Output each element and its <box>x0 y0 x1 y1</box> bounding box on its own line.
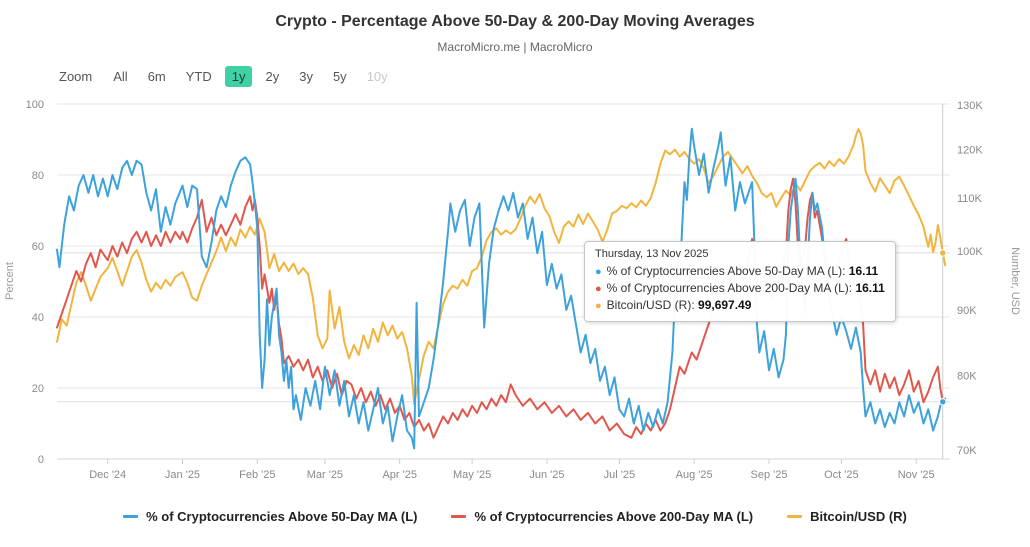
tooltip-series-value: 16.11 <box>848 264 879 278</box>
tooltip-series-value: 16.11 <box>855 281 885 296</box>
hover-point-marker <box>939 249 947 257</box>
tooltip-row: ● Bitcoin/USD (R): 99,697.49 <box>595 297 885 314</box>
legend-label: % of Cryptocurrencies Above 200-Day MA (… <box>474 509 754 524</box>
zoom-range-all[interactable]: All <box>113 69 128 84</box>
series-bullet-icon: ● <box>595 300 602 313</box>
legend-item[interactable]: Bitcoin/USD (R) <box>787 509 907 524</box>
tooltip-date: Thursday, 13 Nov 2025 <box>595 248 709 260</box>
x-tick-label: Mar '25 <box>307 469 343 481</box>
x-tick-label: Jan '25 <box>165 469 200 481</box>
legend-label: % of Cryptocurrencies Above 50-Day MA (L… <box>146 509 418 524</box>
y-right-tick-label: 130K <box>957 100 983 112</box>
legend-dash-icon <box>787 515 803 518</box>
x-tick-label: Sep '25 <box>751 469 788 481</box>
hover-point-marker <box>939 398 947 406</box>
legend-item[interactable]: % of Cryptocurrencies Above 200-Day MA (… <box>451 509 753 524</box>
tooltip-rows: ● % of Cryptocurrencies Above 50-Day MA (… <box>595 263 885 315</box>
zoom-range-5y[interactable]: 5y <box>332 69 347 84</box>
y-right-tick-label: 100K <box>957 246 983 258</box>
y-left-tick-label: 80 <box>32 170 44 182</box>
y-right-tick-label: 80K <box>957 371 977 383</box>
zoom-range-10y: 10y <box>366 69 388 84</box>
legend-label: Bitcoin/USD (R) <box>810 509 907 524</box>
y-right-tick-label: 70K <box>957 445 977 457</box>
x-tick-label: Nov '25 <box>898 469 935 481</box>
zoom-range-6m[interactable]: 6m <box>147 69 166 84</box>
page-title: Crypto - Percentage Above 50-Day & 200-D… <box>275 13 755 30</box>
tooltip-series-label: % of Cryptocurrencies Above 200-Day MA (… <box>606 281 856 296</box>
zoom-toolbar-label: Zoom <box>59 69 93 84</box>
x-tick-label: May '25 <box>453 469 491 481</box>
series-line <box>56 128 947 406</box>
legend-dash-icon <box>451 515 467 518</box>
y-left-tick-label: 20 <box>32 383 44 395</box>
y-right-tick-label: 120K <box>957 145 983 157</box>
zoom-toolbar: Zoom All 6m YTD 1y 2y 3y 5y 10y <box>59 66 401 87</box>
y-left-tick-label: 60 <box>32 241 44 253</box>
x-tick-label: Jun '25 <box>529 469 564 481</box>
series-line <box>56 177 947 439</box>
tooltip-row: ● % of Cryptocurrencies Above 50-Day MA (… <box>595 263 885 280</box>
chart-subtitle: MacroMicro.me | MacroMicro <box>437 40 593 54</box>
y-right-tick-label: 90K <box>957 305 977 317</box>
tooltip-series-label: Bitcoin/USD (R): <box>606 298 699 313</box>
left-axis-title: Percent <box>4 262 16 300</box>
tooltip-series-value: 99,697.49 <box>698 298 752 313</box>
y-left-tick-label: 40 <box>32 312 44 324</box>
chart-legend: % of Cryptocurrencies Above 50-Day MA (L… <box>0 509 1030 524</box>
legend-dash-icon <box>123 515 139 518</box>
zoom-range-ytd[interactable]: YTD <box>185 69 212 84</box>
x-tick-label: Jul '25 <box>604 469 635 481</box>
y-left-tick-label: 0 <box>38 454 44 466</box>
right-axis-title: Number, USD <box>1009 247 1021 315</box>
tooltip-row: ● % of Cryptocurrencies Above 200-Day MA … <box>595 280 885 297</box>
y-right-tick-label: 110K <box>957 193 983 205</box>
series-bullet-icon: ● <box>595 283 602 296</box>
x-tick-label: Apr '25 <box>382 469 417 481</box>
legend-item[interactable]: % of Cryptocurrencies Above 50-Day MA (L… <box>123 509 417 524</box>
x-tick-label: Feb '25 <box>239 469 275 481</box>
zoom-range-3y[interactable]: 3y <box>299 69 313 84</box>
x-tick-label: Aug '25 <box>676 469 713 481</box>
zoom-range-1y[interactable]: 1y <box>224 66 253 87</box>
x-tick-label: Oct '25 <box>824 469 859 481</box>
x-tick-label: Dec '24 <box>89 469 126 481</box>
series-bullet-icon: ● <box>595 266 602 278</box>
chart-tooltip: Thursday, 13 Nov 2025 ● % of Cryptocurren… <box>584 241 896 322</box>
zoom-button-group: All 6m YTD 1y 2y 3y 5y 10y <box>106 66 400 87</box>
zoom-range-2y[interactable]: 2y <box>265 69 280 84</box>
tooltip-series-label: % of Cryptocurrencies Above 50-Day MA (L… <box>606 264 849 278</box>
y-left-tick-label: 100 <box>26 99 44 111</box>
